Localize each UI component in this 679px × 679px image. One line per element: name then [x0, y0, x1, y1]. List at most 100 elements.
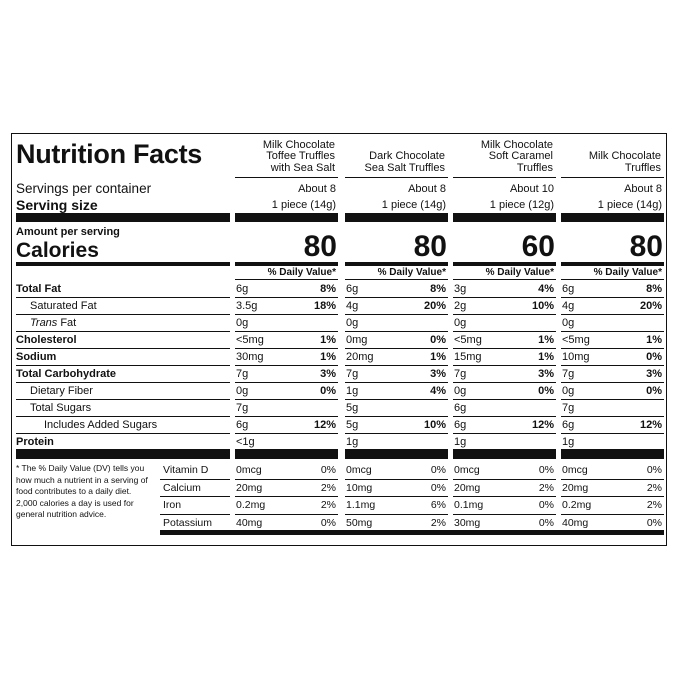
vitamin-amount: 40mg [562, 516, 589, 529]
nutrient-dv: 12% [639, 419, 662, 431]
footnote: * The % Daily Value (DV) tells you how m… [16, 463, 148, 519]
vitamin-amount: 10mg [346, 481, 373, 494]
nutrient-dv: 3% [430, 368, 446, 380]
product-name-line: Dark Chocolate [369, 150, 445, 162]
rule [561, 416, 664, 417]
calories: 80 [629, 230, 663, 263]
rule [453, 177, 556, 178]
product-name-line: Milk Chocolate [480, 138, 553, 151]
rule [453, 297, 556, 298]
rule [453, 496, 556, 497]
vitamin-dv: 2% [320, 481, 336, 494]
rule [453, 478, 556, 480]
product-name: Milk Chocolate Toffee Truffles with Sea Sa… [235, 134, 335, 174]
nutrient-dv: 3% [646, 368, 662, 380]
nutrient-label: Cholesterol [16, 335, 77, 346]
rule [453, 449, 556, 459]
nutrient-amount: 1g [454, 436, 467, 448]
vitamin-amount: 20mg [236, 481, 263, 494]
product-name: Milk Chocolate Truffles [561, 134, 661, 174]
rule [235, 262, 338, 266]
rule [345, 382, 448, 383]
nutrient-amount: 0g [562, 385, 575, 397]
nutrient-dv: 12% [313, 419, 336, 431]
rule [561, 399, 664, 400]
product-name-line: Milk Chocolate [588, 150, 661, 162]
nutrient-label: Total Sugars [30, 403, 91, 414]
rule [561, 177, 664, 178]
rule [453, 513, 556, 515]
rule [345, 449, 448, 459]
servings-label: Servings per container [16, 181, 152, 196]
vitamin-dv: 0% [430, 464, 446, 476]
rule [235, 478, 338, 480]
servings: About 8 [408, 183, 446, 195]
nutrient-amount: 0g [346, 317, 359, 329]
nutrient-label-text: Sodium [16, 351, 57, 363]
rule [453, 331, 556, 332]
rule [235, 348, 338, 349]
rule [160, 478, 230, 480]
product-name-line: Truffles [516, 161, 553, 174]
amount-label: Amount per serving [16, 226, 120, 238]
vitamin-dv: 6% [430, 499, 446, 511]
vitamin-amount: 0.1mg [454, 499, 484, 511]
nutrient-label-text: Cholesterol [16, 334, 77, 346]
nutrient-amount: 1g [346, 436, 359, 448]
rule [345, 177, 448, 178]
serving-size: 1 piece (14g) [271, 199, 336, 211]
nutrient-amount: 4g [346, 300, 359, 312]
dv-header: % Daily Value* [267, 267, 336, 278]
rule [453, 314, 556, 315]
nutrient-amount: 20mg [346, 351, 374, 363]
rule [235, 433, 338, 434]
rule [561, 297, 664, 298]
vitamin-amount: 0mcg [562, 464, 588, 476]
rule [345, 279, 448, 280]
serving-size-label: Serving size [16, 197, 98, 213]
nutrient-dv: 1% [538, 334, 554, 346]
nutrient-amount: 6g [236, 283, 249, 295]
rule [235, 314, 338, 315]
nutrient-dv: 0% [646, 385, 662, 397]
nutrient-label: Total Carbohydrate [16, 369, 116, 380]
nutrient-label: Protein [16, 437, 54, 448]
title: Nutrition Facts [16, 139, 203, 169]
rule [16, 416, 230, 417]
nutrient-dv: 4% [538, 283, 554, 295]
nutrient-dv: 1% [320, 334, 336, 346]
nutrient-amount: <1g [236, 436, 255, 448]
rule [561, 331, 664, 332]
nutrient-amount: 7g [454, 368, 467, 380]
nutrient-amount: 10mg [562, 351, 590, 363]
vitamin-dv: 0% [320, 516, 336, 529]
nutrient-label: Total Fat [16, 284, 61, 295]
nutrient-label-italic: Trans [30, 317, 58, 329]
vitamin-dv: 0% [538, 464, 554, 476]
rule [453, 416, 556, 417]
rule [235, 365, 338, 366]
nutrient-label: Dietary Fiber [30, 386, 93, 397]
vitamin-dv: 0% [538, 499, 554, 511]
nutrient-dv: 1% [430, 351, 446, 363]
rule [235, 331, 338, 332]
nutrient-dv: 0% [538, 385, 554, 397]
rule [16, 297, 230, 298]
rule [453, 348, 556, 349]
rule [235, 399, 338, 400]
rule [345, 348, 448, 349]
nutrient-dv: 20% [639, 300, 662, 312]
nutrient-amount: 7g [562, 368, 575, 380]
rule [16, 348, 230, 349]
rule [16, 365, 230, 366]
nutrient-dv: 1% [538, 351, 554, 363]
calories-label: Calories [16, 239, 99, 262]
nutrient-label-text: Dietary Fiber [30, 385, 93, 397]
nutrient-amount: 0g [236, 317, 249, 329]
nutrient-dv: 8% [430, 283, 446, 295]
rule [235, 416, 338, 417]
nutrient-dv: 18% [313, 300, 336, 312]
rule [561, 365, 664, 366]
rule [453, 213, 556, 222]
